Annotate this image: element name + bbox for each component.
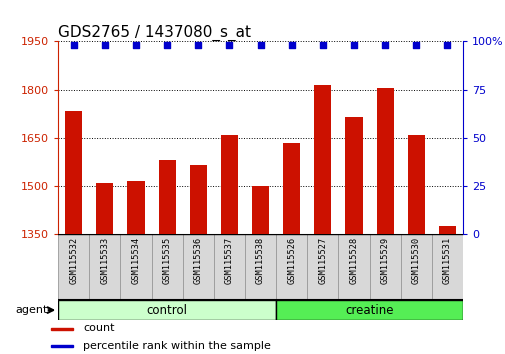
Point — [70, 42, 78, 47]
Text: creatine: creatine — [344, 304, 393, 316]
Point — [163, 42, 171, 47]
Text: GSM115530: GSM115530 — [411, 237, 420, 284]
Text: GSM115531: GSM115531 — [442, 237, 451, 284]
Bar — [276, 234, 307, 300]
Bar — [58, 234, 89, 300]
Bar — [50, 345, 73, 347]
Bar — [152, 234, 182, 300]
Bar — [244, 234, 276, 300]
Bar — [338, 234, 369, 300]
Bar — [251, 186, 269, 354]
Point — [256, 42, 264, 47]
Bar — [58, 300, 276, 320]
Text: GSM115527: GSM115527 — [318, 237, 327, 284]
Text: count: count — [83, 324, 115, 333]
Bar — [182, 234, 214, 300]
Text: GSM115537: GSM115537 — [225, 237, 233, 284]
Bar — [127, 181, 144, 354]
Point — [349, 42, 358, 47]
Bar — [50, 327, 73, 330]
Bar — [65, 110, 82, 354]
Bar — [214, 234, 244, 300]
Text: percentile rank within the sample: percentile rank within the sample — [83, 341, 271, 351]
Text: GSM115533: GSM115533 — [100, 237, 109, 284]
Text: GSM115535: GSM115535 — [162, 237, 171, 284]
Bar — [438, 226, 455, 354]
Bar — [221, 135, 237, 354]
Bar — [314, 85, 331, 354]
Bar — [407, 135, 424, 354]
Bar — [345, 117, 362, 354]
Point — [442, 42, 450, 47]
Text: control: control — [146, 304, 187, 316]
Point — [318, 42, 326, 47]
Text: GSM115532: GSM115532 — [69, 237, 78, 284]
Point — [412, 42, 420, 47]
Text: GSM115536: GSM115536 — [193, 237, 203, 284]
Point — [100, 42, 109, 47]
Text: GSM115529: GSM115529 — [380, 237, 389, 284]
Bar — [120, 234, 152, 300]
Point — [194, 42, 202, 47]
Text: GSM115534: GSM115534 — [131, 237, 140, 284]
Bar — [96, 183, 113, 354]
Text: agent: agent — [16, 305, 48, 315]
Bar — [369, 234, 400, 300]
Point — [287, 42, 295, 47]
Bar — [376, 88, 393, 354]
Point — [132, 42, 140, 47]
Bar — [283, 143, 299, 354]
Point — [380, 42, 388, 47]
Bar — [307, 234, 338, 300]
Bar — [400, 234, 431, 300]
Bar — [158, 160, 175, 354]
Bar — [431, 234, 462, 300]
Text: GSM115528: GSM115528 — [349, 237, 358, 284]
Bar — [276, 300, 462, 320]
Text: GSM115538: GSM115538 — [256, 237, 265, 284]
Text: GSM115526: GSM115526 — [287, 237, 295, 284]
Bar — [89, 234, 120, 300]
Point — [225, 42, 233, 47]
Text: GDS2765 / 1437080_s_at: GDS2765 / 1437080_s_at — [58, 25, 250, 41]
Bar — [189, 165, 207, 354]
